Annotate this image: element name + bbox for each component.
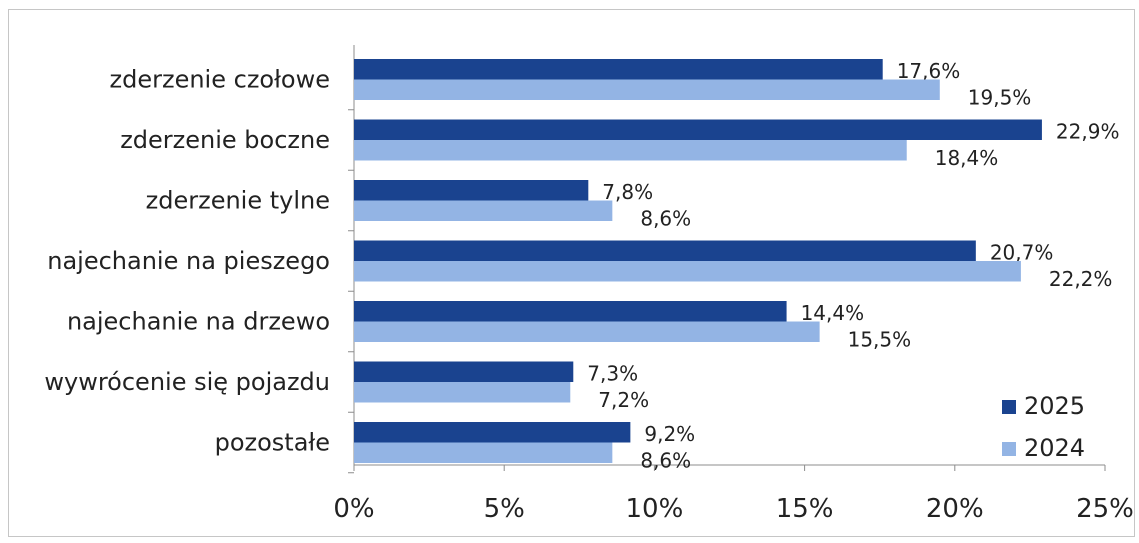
category-label: najechanie na drzewo: [67, 308, 330, 336]
category-label: wywrócenie się pojazdu: [44, 368, 330, 396]
data-label: 7,2%: [598, 388, 649, 412]
data-label: 8,6%: [640, 207, 691, 231]
bar-2024: [354, 442, 613, 463]
legend-swatch-2025: [1002, 400, 1016, 414]
data-label: 8,6%: [640, 449, 691, 473]
bar-2025: [354, 422, 631, 443]
bar-2025: [354, 59, 883, 80]
data-label: 22,2%: [1049, 267, 1113, 291]
bar-2024: [354, 79, 940, 100]
bar-2025: [354, 119, 1042, 140]
chart-border: [8, 9, 1135, 537]
data-label: 14,4%: [801, 301, 865, 325]
bar-2024: [354, 261, 1021, 282]
bar-2024: [354, 140, 907, 161]
category-label: zderzenie boczne: [120, 126, 330, 154]
data-label: 7,3%: [587, 362, 638, 386]
category-label: pozostałe: [215, 429, 330, 457]
bar-2024: [354, 200, 613, 221]
data-label: 20,7%: [990, 241, 1054, 265]
legend-swatch-2024: [1002, 442, 1016, 456]
x-tick-label: 0%: [333, 494, 374, 524]
data-label: 18,4%: [935, 146, 999, 170]
data-label: 15,5%: [848, 328, 912, 352]
bar-2025: [354, 361, 574, 382]
bar-2024: [354, 321, 820, 342]
bar-2025: [354, 240, 976, 261]
category-label: zderzenie czołowe: [110, 66, 330, 94]
legend-label: 2025: [1024, 392, 1085, 420]
data-label: 22,9%: [1056, 120, 1120, 144]
category-label: najechanie na pieszego: [47, 247, 330, 275]
x-tick-label: 5%: [484, 494, 525, 524]
bar-2025: [354, 301, 787, 322]
category-label: zderzenie tylne: [146, 187, 330, 215]
data-label: 17,6%: [897, 59, 961, 83]
data-label: 9,2%: [644, 422, 695, 446]
x-tick-label: 25%: [1076, 494, 1134, 524]
legend-label: 2024: [1024, 434, 1085, 462]
x-tick-label: 20%: [926, 494, 984, 524]
data-label: 19,5%: [968, 86, 1032, 110]
x-tick-label: 10%: [626, 494, 684, 524]
data-label: 7,8%: [602, 180, 653, 204]
bar-2024: [354, 382, 571, 403]
x-tick-label: 15%: [776, 494, 834, 524]
bar-2025: [354, 180, 589, 201]
